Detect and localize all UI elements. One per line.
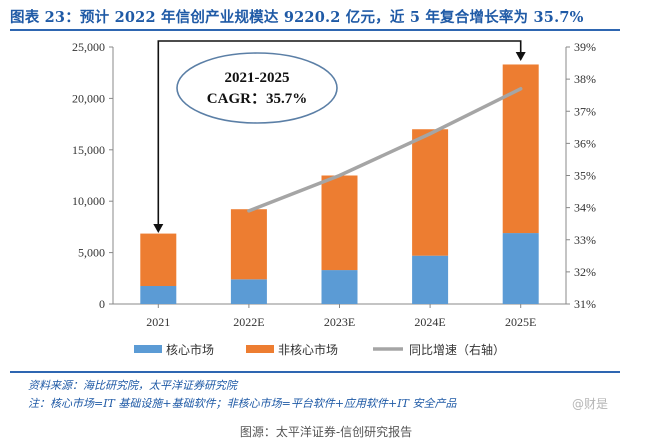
x-tick-label: 2025E [505,315,536,329]
cagr-bracket-line [157,40,522,230]
legend-core-market-swatch [134,345,162,353]
bar-core-market [502,233,539,304]
source-text: 资料来源：海比研究院，太平洋证券研究院 [28,379,237,392]
cagr-period-label: 2021-2025 [225,70,290,86]
cagr-value-label: CAGR：35.7% [207,91,307,107]
y-left-tick-label: 15,000 [72,143,105,157]
bar-core-market [321,270,358,304]
legend-core-market-label: 核心市场 [166,342,214,357]
bar-non-core-market [412,129,449,256]
growth-rate-line [247,87,523,213]
legend-non-core-market-swatch [246,345,274,353]
source-rule [10,371,620,373]
cagr-ellipse [176,52,338,124]
legend-growth-rate-label: 同比增速（右轴） [409,342,505,357]
note-text: 注：核心市场=IT 基础设施+基础软件；非核心市场=平台软件+应用软件+IT 安… [28,397,457,410]
bar-non-core-market [140,233,177,287]
y-left-tick-label: 20,000 [72,91,105,105]
y-left-tick-label: 5,000 [78,246,105,260]
y-left-tick-label: 0 [99,297,105,311]
title-rule [10,29,620,31]
watermark: @财是 [572,397,609,411]
y-right-tick-label: 31% [574,297,596,311]
chart-title: 图表 23：预计 2022 年信创产业规模达 9220.2 亿元，近 5 年复合… [10,9,584,26]
y-right-tick-label: 38% [574,72,596,86]
y-right-tick-label: 34% [574,201,596,215]
cagr-arrow-down-2021 [153,224,164,233]
y-right-tick-label: 36% [574,136,596,150]
y-left-tick-label: 25,000 [72,40,105,54]
bar-non-core-market [230,209,267,280]
y-left-tick-label: 10,000 [72,194,105,208]
image-caption: 图源：太平洋证券-信创研究报告 [239,425,413,439]
y-right-tick-label: 37% [574,104,596,118]
bar-non-core-market [502,64,539,234]
x-tick-label: 2021 [146,315,170,329]
bar-non-core-market [321,175,358,271]
y-right-tick-label: 32% [574,265,596,279]
bar-core-market [412,255,449,304]
legend-non-core-market-label: 非核心市场 [278,342,338,357]
bar-core-market [230,279,267,304]
y-right-tick-label: 39% [574,40,596,54]
y-right-tick-label: 35% [574,169,596,183]
y-right-tick-label: 33% [574,233,596,247]
bar-core-market [140,286,177,304]
x-tick-label: 2022E [233,315,264,329]
x-tick-label: 2024E [414,315,445,329]
cagr-arrow-down-2025 [515,52,526,61]
x-tick-label: 2023E [324,315,355,329]
